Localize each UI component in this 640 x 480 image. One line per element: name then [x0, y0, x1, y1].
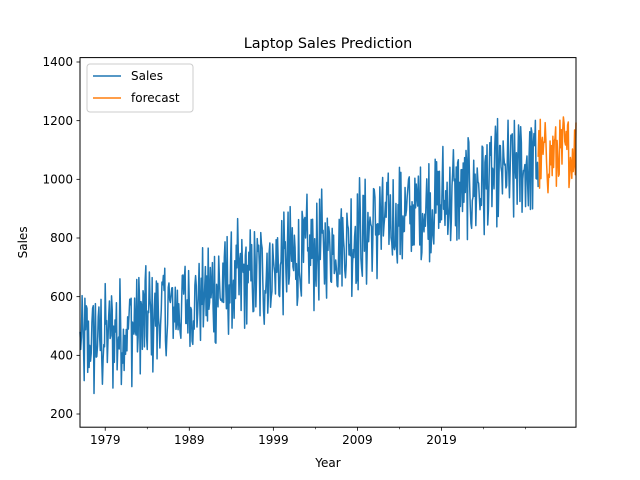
y-tick-label: 600: [50, 290, 73, 304]
y-tick-label: 1000: [42, 173, 73, 187]
series-line-sales: [79, 117, 539, 395]
x-tick-label: 1979: [90, 433, 121, 447]
series-line-forecast: [537, 116, 577, 194]
x-axis-label: Year: [314, 456, 340, 470]
x-axis: 1979 1989 1999 2009 2019: [90, 427, 526, 447]
chart-title: Laptop Sales Prediction: [244, 36, 413, 52]
x-tick-label: 1989: [174, 433, 205, 447]
y-tick-label: 800: [50, 231, 73, 245]
plot-area: [79, 116, 577, 395]
legend-label-forecast: forecast: [131, 91, 180, 105]
x-tick-label: 1999: [258, 433, 289, 447]
x-tick-label: 2019: [426, 433, 457, 447]
x-tick-label: 2009: [342, 433, 373, 447]
y-axis: 200 400 600 800 1000 1200 1400: [42, 55, 80, 421]
y-tick-label: 200: [50, 407, 73, 421]
y-axis-label: Sales: [16, 226, 30, 258]
legend: Sales forecast: [86, 63, 194, 113]
y-tick-label: 1200: [42, 114, 73, 128]
y-tick-label: 1400: [42, 55, 73, 69]
legend-label-sales: Sales: [131, 69, 163, 83]
plot-frame: [79, 57, 577, 428]
y-tick-label: 400: [50, 349, 73, 363]
